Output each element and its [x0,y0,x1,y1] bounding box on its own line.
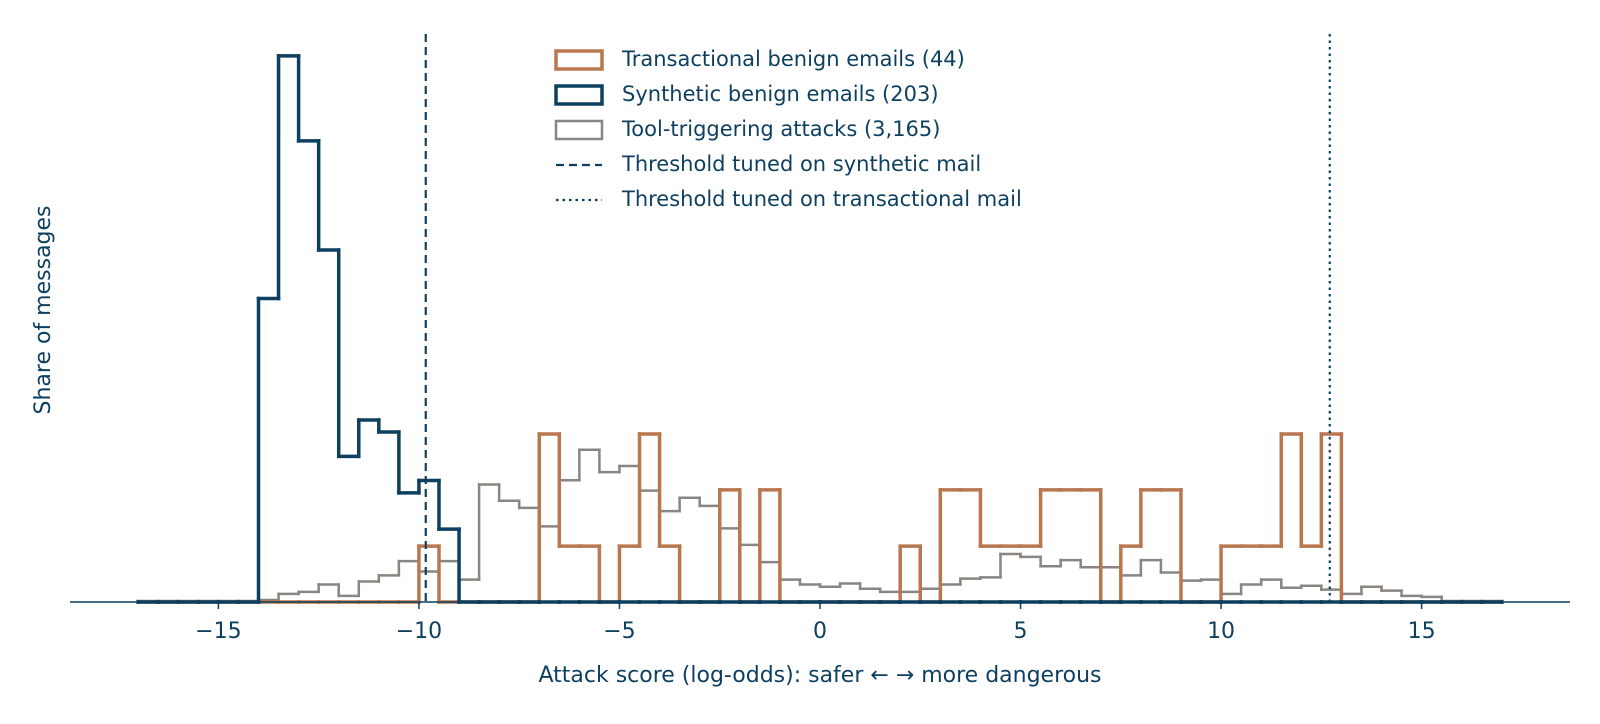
x-tick-label: 15 [1408,619,1436,644]
histogram-series [136,448,1504,604]
legend-swatch [554,49,604,71]
legend-label: Threshold tuned on synthetic mail [621,152,981,176]
x-axis-label: Attack score (log-odds): safer ← → more … [538,663,1101,688]
x-tick-label: −15 [195,619,241,644]
legend-label: Tool-triggering attacks (3,165) [621,117,940,141]
x-tick-label: −10 [396,619,442,644]
x-tick-label: 5 [1014,619,1028,644]
x-tick-label: −5 [603,619,635,644]
legend-label: Threshold tuned on transactional mail [621,187,1022,211]
y-axis-label: Share of messages [31,205,56,414]
x-tick-label: 0 [813,619,827,644]
legend-swatch [554,84,604,106]
legend-label: Transactional benign emails (44) [621,47,965,71]
step-riser [136,432,1504,604]
step-riser [136,448,1504,604]
legend-swatch [554,119,604,141]
histogram-series [136,432,1504,604]
legend-label: Synthetic benign emails (203) [622,82,939,106]
legend: Transactional benign emails (44) Syntheti… [554,47,1022,211]
x-tick-label: 10 [1207,619,1235,644]
